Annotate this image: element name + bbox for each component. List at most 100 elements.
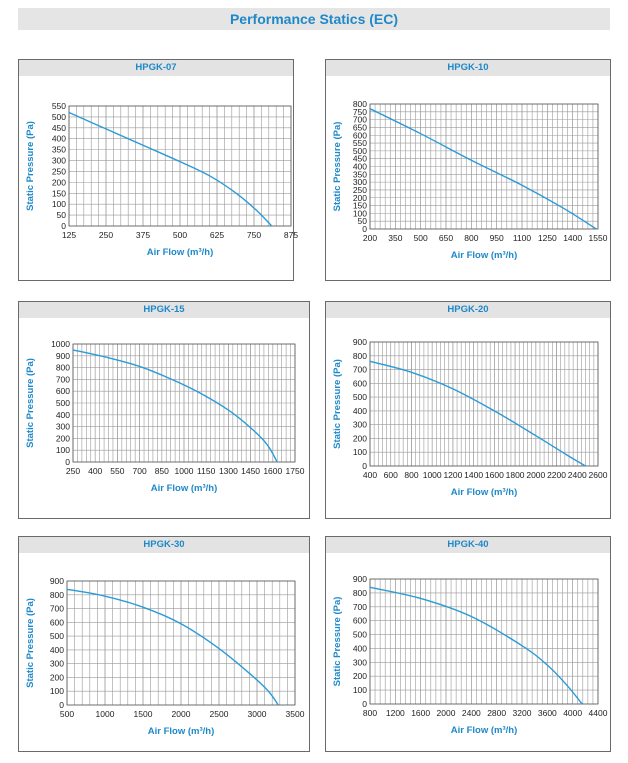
y-tick-label: 0 [59, 700, 64, 710]
chart-title: HPGK-07 [19, 60, 293, 76]
y-tick-label: 350 [52, 145, 66, 155]
chart-panel-hpgk-07: HPGK-07 0 50 100 150 200 250 300 350 400 450 500 55… [18, 59, 298, 281]
x-tick-label: 3500 [286, 709, 305, 719]
x-tick-label: 1000 [175, 466, 194, 476]
chart-svg: 0501001502002503003504004505005506006507… [332, 99, 608, 261]
x-tick-label: 500 [60, 709, 74, 719]
y-tick-label: 600 [353, 130, 367, 140]
y-tick-label: 400 [50, 645, 64, 655]
x-axis-label: Air Flow (m³/h) [451, 250, 518, 261]
y-tick-label: 0 [65, 457, 70, 467]
x-tick-label: 850 [155, 466, 169, 476]
x-tick-label: 2800 [487, 708, 506, 718]
y-tick-label: 200 [52, 177, 66, 187]
y-tick-label: 250 [52, 166, 66, 176]
x-tick-label: 625 [210, 230, 224, 240]
y-tick-label: 400 [353, 162, 367, 172]
x-tick-label: 200 [363, 233, 377, 243]
y-tick-label: 100 [56, 445, 70, 455]
x-tick-label: 1000 [423, 470, 442, 480]
y-tick-label: 400 [56, 410, 70, 420]
y-tick-label: 900 [56, 351, 70, 361]
x-tick-label: 800 [464, 233, 478, 243]
y-tick-label: 800 [56, 363, 70, 373]
x-tick-label: 650 [439, 233, 453, 243]
y-tick-label: 500 [52, 112, 66, 122]
chart-panel-hpgk-40: HPGK-40 0 100 200 300 400 500 600 700 800 900 800 1… [325, 536, 611, 752]
x-tick-label: 500 [414, 233, 428, 243]
x-tick-label: 1750 [286, 466, 305, 476]
x-tick-label: 1550 [589, 233, 608, 243]
x-tick-label: 2000 [437, 708, 456, 718]
x-tick-label: 1100 [513, 233, 532, 243]
y-tick-label: 600 [353, 616, 367, 626]
y-tick-label: 400 [353, 643, 367, 653]
page-title: Performance Statics (EC) [18, 8, 610, 30]
y-tick-label: 1000 [51, 339, 70, 349]
x-axis-label: Air Flow (m³/h) [451, 487, 518, 498]
y-tick-label: 500 [353, 630, 367, 640]
y-tick-label: 700 [353, 602, 367, 612]
chart-title: HPGK-20 [326, 302, 610, 318]
y-tick-label: 100 [353, 208, 367, 218]
x-tick-label: 2600 [589, 470, 608, 480]
x-tick-label: 1400 [563, 233, 582, 243]
x-tick-label: 125 [62, 230, 76, 240]
x-tick-label: 750 [247, 230, 261, 240]
y-tick-label: 900 [353, 337, 367, 347]
y-axis-label: Static Pressure (Pa) [332, 597, 343, 687]
x-tick-label: 1800 [506, 470, 525, 480]
y-tick-label: 400 [52, 134, 66, 144]
x-tick-label: 600 [384, 470, 398, 480]
y-tick-label: 300 [353, 657, 367, 667]
x-axis-label: Air Flow (m³/h) [151, 483, 218, 494]
x-tick-label: 700 [133, 466, 147, 476]
y-tick-label: 750 [353, 107, 367, 117]
x-tick-label: 3200 [513, 708, 532, 718]
y-tick-label: 500 [353, 392, 367, 402]
x-tick-label: 375 [136, 230, 150, 240]
chart-svg: 0 100 200 300 400 500 600 700 800 900 800 1200 1600 2… [332, 574, 608, 736]
x-axis-label: Air Flow (m³/h) [147, 247, 214, 258]
y-tick-label: 0 [362, 224, 367, 234]
y-tick-label: 100 [353, 447, 367, 457]
y-tick-label: 300 [353, 177, 367, 187]
y-tick-label: 0 [61, 221, 66, 231]
y-tick-label: 900 [353, 574, 367, 584]
x-tick-label: 550 [110, 466, 124, 476]
y-tick-label: 100 [50, 686, 64, 696]
x-axis-label: Air Flow (m³/h) [148, 726, 215, 737]
y-tick-label: 700 [56, 374, 70, 384]
x-tick-label: 1600 [263, 466, 282, 476]
y-tick-label: 800 [353, 351, 367, 361]
chart-panel-hpgk-30: HPGK-30 0 100 200 300 400 500 600 700 800 900 500 1… [18, 536, 310, 752]
x-tick-label: 400 [88, 466, 102, 476]
y-axis-label: Static Pressure (Pa) [332, 359, 343, 449]
x-tick-label: 4000 [563, 708, 582, 718]
y-tick-label: 0 [362, 461, 367, 471]
y-tick-label: 200 [353, 433, 367, 443]
y-tick-label: 800 [50, 590, 64, 600]
x-tick-label: 1600 [485, 470, 504, 480]
x-tick-label: 250 [99, 230, 113, 240]
y-tick-label: 350 [353, 169, 367, 179]
series-line [72, 349, 278, 463]
x-tick-label: 250 [66, 466, 80, 476]
y-tick-label: 600 [353, 378, 367, 388]
plot-frame [369, 341, 599, 467]
x-axis-label: Air Flow (m³/h) [451, 725, 518, 736]
x-tick-label: 800 [404, 470, 418, 480]
x-tick-label: 1200 [386, 708, 405, 718]
y-axis-label: Static Pressure (Pa) [25, 121, 36, 211]
y-tick-label: 200 [353, 193, 367, 203]
y-tick-label: 600 [56, 386, 70, 396]
y-tick-label: 450 [52, 123, 66, 133]
y-tick-label: 800 [353, 588, 367, 598]
x-tick-label: 2500 [210, 709, 229, 719]
y-tick-label: 150 [52, 188, 66, 198]
x-tick-label: 400 [363, 470, 377, 480]
chart-title: HPGK-15 [19, 302, 309, 318]
chart-panel-hpgk-20: HPGK-20 0 100 200 300 400 500 600 700 800 900 400 6… [325, 301, 611, 519]
